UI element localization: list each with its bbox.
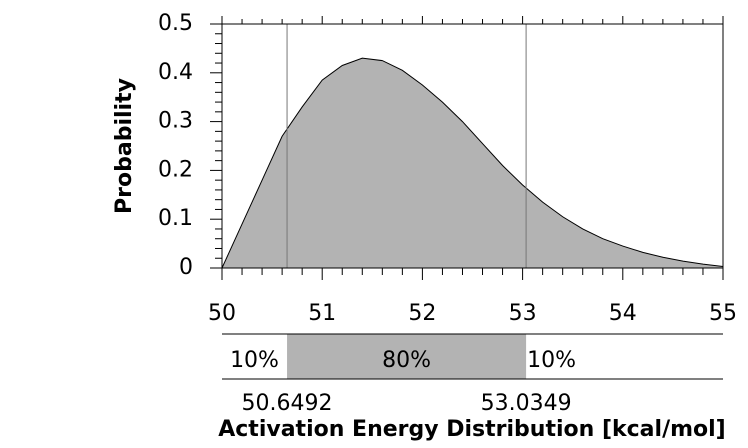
- marker-label: 53.0349: [481, 391, 572, 416]
- y-axis-label: Probability: [112, 78, 137, 214]
- y-tick-label: 0.5: [158, 11, 193, 36]
- marker-label: 50.6492: [242, 391, 333, 416]
- y-tick-label: 0.2: [158, 157, 193, 182]
- band-segment: [287, 334, 527, 379]
- plot-frame: [221, 23, 724, 269]
- x-tick-label: 53: [509, 301, 537, 326]
- band-label: 80%: [382, 348, 431, 373]
- x-axis-label: Activation Energy Distribution [kcal/mol…: [218, 417, 726, 442]
- x-tick-label: 50: [208, 301, 236, 326]
- x-tick-label: 54: [609, 301, 637, 326]
- area: [222, 58, 723, 268]
- band-label: 10%: [230, 348, 279, 373]
- x-tick-label: 52: [408, 301, 436, 326]
- y-tick-label: 0: [179, 255, 193, 280]
- x-tick-label: 51: [308, 301, 336, 326]
- band-label: 10%: [527, 348, 576, 373]
- y-tick-label: 0.1: [158, 206, 193, 231]
- y-tick-label: 0.3: [158, 109, 193, 134]
- y-tick-label: 0.4: [158, 60, 193, 85]
- x-tick-label: 55: [709, 301, 737, 326]
- curve: [221, 57, 724, 269]
